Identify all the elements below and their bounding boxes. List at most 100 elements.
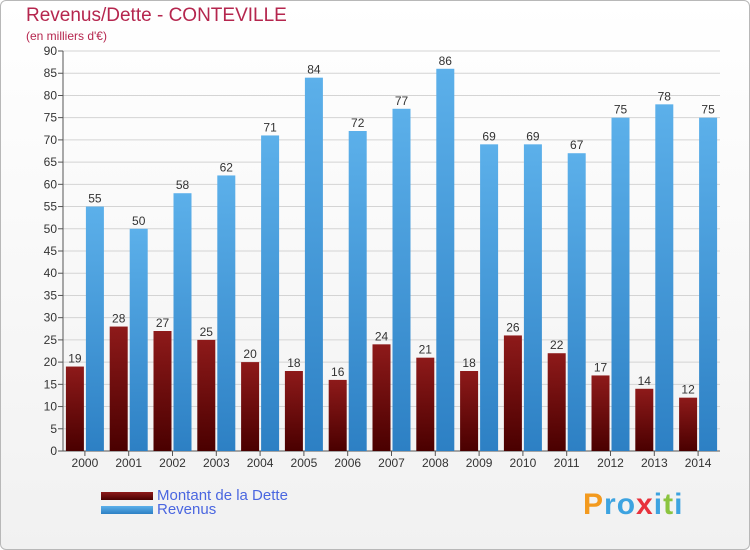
bar-debt bbox=[153, 331, 172, 451]
bar-debt bbox=[416, 357, 435, 451]
logo-letter: r bbox=[604, 488, 617, 521]
bar-debt bbox=[503, 335, 522, 451]
logo-letter: i bbox=[674, 488, 684, 521]
legend-item-debt: Montant de la Dette bbox=[101, 487, 288, 504]
bar-debt bbox=[109, 326, 128, 451]
legend-item-revenus: Revenus bbox=[101, 501, 216, 518]
data-label-debt: 22 bbox=[550, 338, 564, 352]
x-tick-label: 2007 bbox=[378, 456, 405, 470]
bar-debt bbox=[284, 371, 303, 451]
bar-debt bbox=[197, 339, 216, 451]
bar-revenus bbox=[480, 144, 499, 452]
x-tick-label: 2010 bbox=[510, 456, 537, 470]
data-label-revenus: 75 bbox=[614, 103, 628, 117]
data-label-revenus: 58 bbox=[176, 178, 190, 192]
data-label-revenus: 69 bbox=[526, 129, 540, 143]
data-label-debt: 18 bbox=[462, 356, 476, 370]
y-tick-label: 80 bbox=[44, 88, 58, 102]
data-label-revenus: 50 bbox=[132, 214, 146, 228]
x-tick-label: 2004 bbox=[247, 456, 274, 470]
y-tick-label: 55 bbox=[44, 200, 58, 214]
y-tick-label: 20 bbox=[44, 355, 58, 369]
x-tick-label: 2005 bbox=[291, 456, 318, 470]
y-tick-label: 25 bbox=[44, 333, 58, 347]
bar-revenus bbox=[436, 68, 455, 452]
logo-letter: t bbox=[663, 488, 675, 521]
data-label-debt: 12 bbox=[681, 383, 695, 397]
chart-title: Revenus/Dette - CONTEVILLE bbox=[26, 5, 287, 26]
data-label-debt: 14 bbox=[638, 374, 652, 388]
bar-debt bbox=[635, 388, 654, 451]
x-tick-label: 2000 bbox=[72, 456, 99, 470]
logo-letter: x bbox=[636, 488, 654, 521]
bar-debt bbox=[679, 397, 698, 451]
data-label-revenus: 86 bbox=[439, 54, 453, 68]
y-tick-label: 45 bbox=[44, 244, 58, 258]
x-tick-label: 2006 bbox=[334, 456, 361, 470]
logo-letter: o bbox=[616, 488, 637, 521]
data-label-debt: 24 bbox=[375, 329, 389, 343]
bar-revenus bbox=[261, 135, 280, 451]
chart-subtitle: (en milliers d'€) bbox=[26, 29, 107, 43]
data-label-debt: 20 bbox=[243, 347, 257, 361]
data-label-debt: 18 bbox=[287, 356, 301, 370]
y-tick-label: 15 bbox=[44, 377, 58, 391]
x-tick-label: 2003 bbox=[203, 456, 230, 470]
data-label-debt: 17 bbox=[594, 360, 608, 374]
legend-swatch-revenus bbox=[101, 505, 153, 514]
data-label-revenus: 75 bbox=[701, 103, 715, 117]
bar-revenus bbox=[699, 117, 718, 452]
data-label-revenus: 71 bbox=[263, 120, 277, 134]
y-tick-label: 85 bbox=[44, 66, 58, 80]
data-label-revenus: 72 bbox=[351, 116, 365, 130]
data-label-revenus: 69 bbox=[482, 129, 496, 143]
data-label-revenus: 77 bbox=[395, 94, 409, 108]
y-tick-label: 65 bbox=[44, 155, 58, 169]
bar-debt bbox=[241, 362, 260, 451]
bar-revenus bbox=[129, 228, 148, 451]
data-label-revenus: 62 bbox=[220, 160, 234, 174]
y-tick-label: 40 bbox=[44, 266, 58, 280]
data-label-debt: 26 bbox=[506, 320, 520, 334]
data-label-debt: 27 bbox=[156, 316, 170, 330]
x-tick-label: 2002 bbox=[159, 456, 186, 470]
x-tick-label: 2012 bbox=[597, 456, 624, 470]
data-label-revenus: 67 bbox=[570, 138, 584, 152]
data-label-revenus: 84 bbox=[307, 63, 321, 77]
x-tick-label: 2001 bbox=[115, 456, 142, 470]
bar-debt bbox=[328, 379, 347, 451]
bar-revenus bbox=[611, 117, 630, 452]
bar-revenus bbox=[348, 131, 367, 451]
logo-letter: i bbox=[653, 488, 664, 521]
y-tick-label: 50 bbox=[44, 222, 58, 236]
data-label-debt: 16 bbox=[331, 365, 345, 379]
bar-revenus bbox=[85, 206, 104, 451]
data-label-debt: 25 bbox=[200, 325, 214, 339]
bar-revenus bbox=[304, 77, 323, 452]
bar-revenus bbox=[392, 108, 411, 452]
bar-revenus bbox=[523, 144, 542, 452]
data-label-revenus: 78 bbox=[658, 89, 672, 103]
y-tick-label: 90 bbox=[44, 44, 58, 58]
y-tick-label: 0 bbox=[50, 444, 57, 458]
bar-revenus bbox=[217, 175, 236, 451]
data-label-debt: 28 bbox=[112, 312, 126, 326]
legend-label-revenus: Revenus bbox=[157, 501, 217, 518]
y-tick-label: 35 bbox=[44, 288, 58, 302]
y-tick-label: 60 bbox=[44, 177, 58, 191]
legend-label-debt: Montant de la Dette bbox=[157, 487, 288, 504]
y-tick-label: 5 bbox=[50, 422, 57, 436]
bar-debt bbox=[591, 375, 610, 451]
x-tick-label: 2009 bbox=[466, 456, 493, 470]
x-tick-label: 2011 bbox=[554, 456, 580, 470]
bar-revenus bbox=[655, 104, 674, 451]
data-label-debt: 19 bbox=[68, 352, 82, 366]
y-tick-label: 75 bbox=[44, 111, 58, 125]
bar-revenus bbox=[567, 153, 586, 451]
x-tick-label: 2014 bbox=[685, 456, 712, 470]
bar-debt bbox=[372, 344, 391, 451]
bar-revenus bbox=[173, 193, 192, 451]
proxiti-logo: Proxiti bbox=[583, 488, 683, 522]
y-tick-label: 30 bbox=[44, 311, 58, 325]
